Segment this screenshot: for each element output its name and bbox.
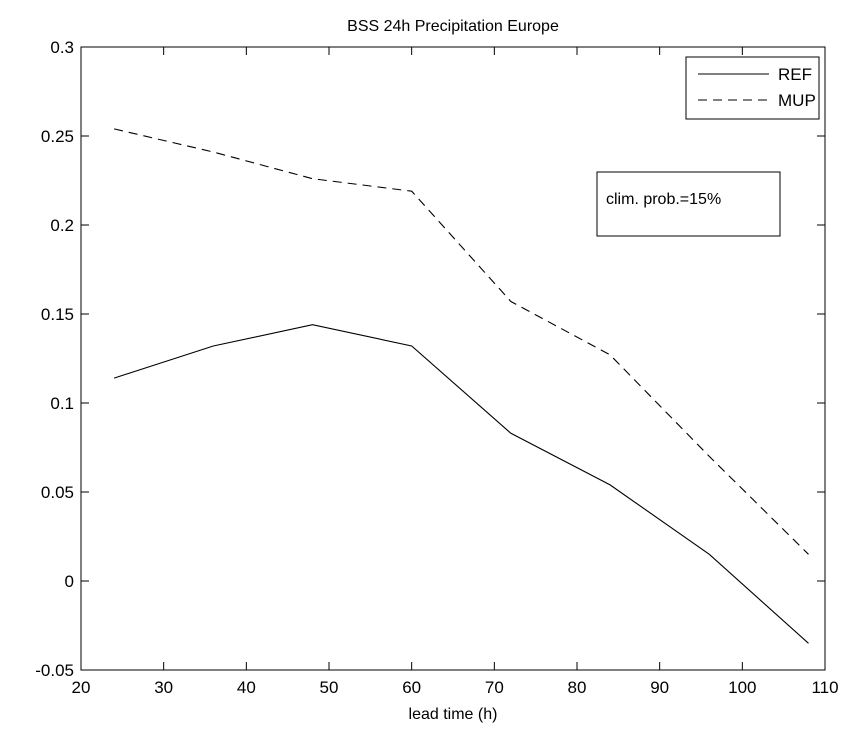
x-axis-label: lead time (h) xyxy=(409,706,498,723)
x-tick-label: 30 xyxy=(154,678,173,697)
x-tick-label: 60 xyxy=(402,678,421,697)
annotation-box: clim. prob.=15% xyxy=(596,171,781,237)
legend-box xyxy=(685,56,820,120)
x-axis: 20 30 40 50 60 70 80 90 100 110 xyxy=(72,47,839,697)
series-layer xyxy=(113,128,809,644)
x-tick-label: 70 xyxy=(485,678,504,697)
y-tick-label: 0.1 xyxy=(50,394,74,413)
series-line-mup xyxy=(113,128,809,555)
y-axis: -0.05 0 0.05 0.1 0.15 0.2 0.25 0.3 xyxy=(35,38,825,680)
chart-title: BSS 24h Precipitation Europe xyxy=(347,18,559,35)
series-line-ref xyxy=(113,324,809,644)
legend: REF MUP xyxy=(685,56,820,120)
x-tick-label: 90 xyxy=(650,678,669,697)
x-tick-label: 80 xyxy=(568,678,587,697)
legend-ref-label: REF xyxy=(778,65,812,84)
x-tick-label: 50 xyxy=(320,678,339,697)
annotation-frame xyxy=(596,171,781,237)
y-tick-label: 0.15 xyxy=(41,305,74,324)
y-tick-label: 0.3 xyxy=(50,38,74,57)
x-tick-label: 100 xyxy=(728,678,756,697)
y-tick-label: 0.05 xyxy=(41,483,74,502)
x-tick-label: 40 xyxy=(237,678,256,697)
y-tick-label: -0.05 xyxy=(35,661,74,680)
x-tick-label: 20 xyxy=(72,678,91,697)
legend-mup-label: MUP xyxy=(778,91,816,110)
y-tick-label: 0.25 xyxy=(41,127,74,146)
y-tick-label: 0 xyxy=(65,572,74,591)
plot-area xyxy=(80,46,826,671)
annotation-text: clim. prob.=15% xyxy=(606,191,721,208)
y-tick-label: 0.2 xyxy=(50,216,74,235)
x-tick-label: 110 xyxy=(811,678,838,697)
